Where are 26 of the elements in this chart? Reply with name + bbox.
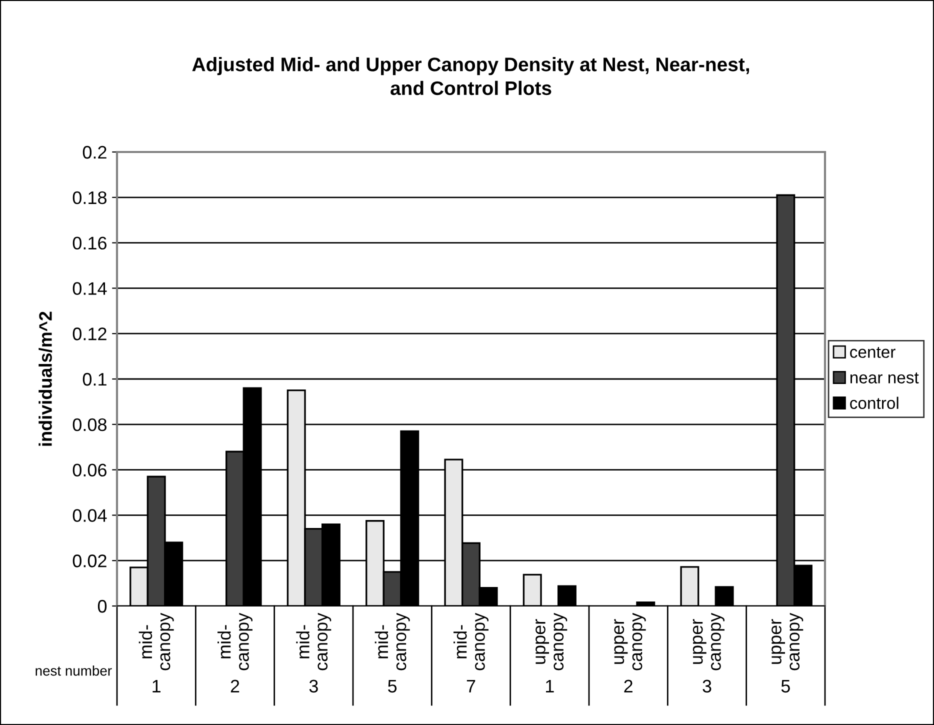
y-tick-label: 0	[98, 600, 107, 613]
x-tick-label: upper canopy 5	[772, 612, 804, 693]
y-tick-label: 0.12	[72, 328, 106, 340]
y-tick-label: 0.08	[72, 418, 106, 432]
y-tick-label: 0.18	[72, 191, 106, 204]
legend-label: control	[850, 396, 898, 410]
x-tick-label: upper canopy 3	[692, 612, 724, 693]
x-tick-label: mid- canopy 3	[296, 612, 332, 693]
y-tick-label: 0.2	[82, 146, 106, 159]
x-tick-label: mid- canopy 1	[138, 612, 174, 692]
y-tick-label: 0.1	[82, 372, 106, 386]
x-tick-label: mid- canopy 5	[374, 612, 410, 693]
y-tick-label: 0.02	[72, 554, 106, 568]
x-tick-label: upper canopy 1	[536, 612, 568, 692]
y-tick-label: 0.06	[72, 464, 106, 477]
legend-label: center	[850, 346, 896, 358]
legend-label: near nest	[850, 372, 919, 384]
y-axis-title: individuals/m^2	[38, 312, 52, 446]
y-tick-label: 0.16	[72, 236, 106, 250]
y-tick-label: 0.14	[72, 282, 107, 295]
y-tick-label: 0.04	[72, 509, 107, 522]
chart-title: Adjusted Mid- and Upper Canopy Density at Nest, Near-nest, and Control Plots	[192, 57, 750, 96]
x-tick-label: mid- canopy 2	[218, 612, 252, 692]
x-tick-label: mid- canopy 7	[454, 612, 488, 692]
x-tick-label: upper canopy 2	[614, 612, 646, 692]
text: nest number	[36, 666, 112, 676]
